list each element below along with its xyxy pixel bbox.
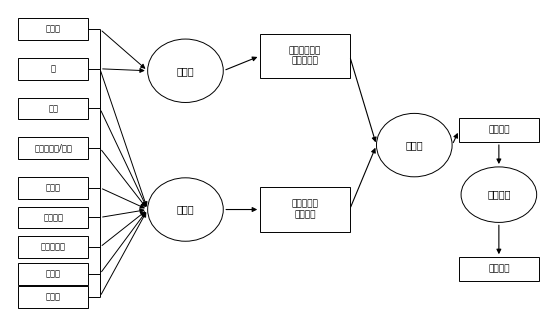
Bar [18, 177, 88, 199]
Bar [260, 33, 349, 78]
Text: 细腻、均匀、
稳定的泡沫: 细腻、均匀、 稳定的泡沫 [289, 46, 321, 66]
Bar [18, 286, 88, 308]
Text: 水: 水 [51, 64, 56, 73]
Bar [18, 236, 88, 258]
Text: 聚合物改性
水泥料浆: 聚合物改性 水泥料浆 [291, 200, 319, 219]
Ellipse shape [147, 178, 223, 241]
Bar [18, 263, 88, 285]
Text: 发泡机: 发泡机 [177, 66, 194, 76]
Text: 发泡剂: 发泡剂 [46, 25, 61, 33]
Text: 填充料: 填充料 [46, 183, 61, 192]
Text: 混料机: 混料机 [406, 140, 423, 150]
Ellipse shape [461, 167, 537, 223]
Bar [18, 18, 88, 40]
Text: 纤维材料: 纤维材料 [43, 213, 63, 222]
Bar [260, 187, 349, 232]
Text: 水泥: 水泥 [48, 104, 58, 113]
Ellipse shape [376, 113, 452, 177]
Bar [18, 58, 88, 80]
Bar [459, 118, 539, 142]
Bar [18, 137, 88, 159]
Text: 泡沫料浆: 泡沫料浆 [488, 126, 509, 135]
Text: 憎水剂: 憎水剂 [46, 292, 61, 301]
Bar [18, 207, 88, 228]
Text: 疏水剂: 疏水剂 [46, 269, 61, 279]
Bar [18, 98, 88, 119]
Bar [459, 257, 539, 281]
Text: 上墙填缝: 上墙填缝 [488, 264, 509, 274]
Text: 聚合物胶粉/乳液: 聚合物胶粉/乳液 [34, 144, 72, 152]
Text: 填缝设备: 填缝设备 [487, 190, 511, 200]
Text: 保水增稠剂: 保水增稠剂 [41, 243, 66, 252]
Text: 搅拌机: 搅拌机 [177, 204, 194, 214]
Ellipse shape [147, 39, 223, 102]
